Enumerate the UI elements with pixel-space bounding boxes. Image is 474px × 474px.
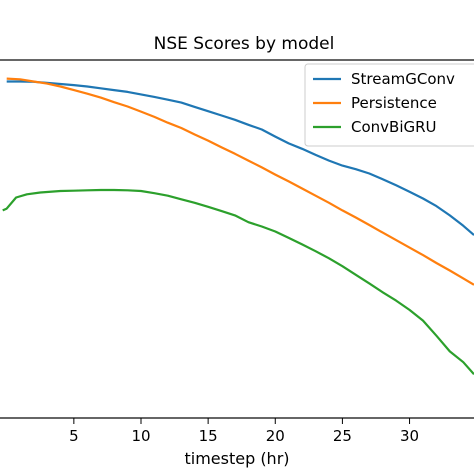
series-group <box>2 77 474 376</box>
x-tick-label: 20 <box>266 427 285 445</box>
x-tick-label: 15 <box>199 427 218 445</box>
legend: StreamGConv Persistence ConvBiGRU <box>304 63 474 147</box>
x-tick-label: 30 <box>400 427 419 445</box>
legend-label-2: ConvBiGRU <box>351 118 437 136</box>
series-line-1 <box>6 77 474 286</box>
plot-frame <box>0 59 474 419</box>
legend-label-1: Persistence <box>351 94 437 112</box>
x-tick-label: 25 <box>333 427 352 445</box>
series-line-2 <box>2 188 474 376</box>
legend-label-0: StreamGConv <box>351 70 455 88</box>
chart-title: NSE Scores by model <box>154 34 335 54</box>
x-axis-label: timestep (hr) <box>184 449 289 468</box>
x-axis: 5 10 15 20 25 30 <box>69 418 419 445</box>
legend-box <box>304 63 474 147</box>
x-tick-label: 10 <box>131 427 150 445</box>
series-line-0 <box>6 80 474 236</box>
x-tick-label: 5 <box>69 427 79 445</box>
